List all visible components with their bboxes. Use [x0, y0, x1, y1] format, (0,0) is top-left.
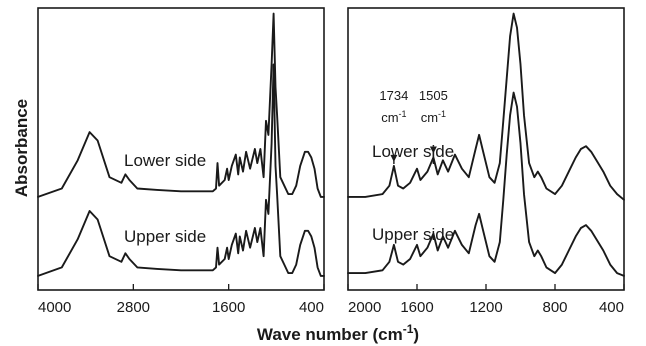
left-panel-frame [37, 7, 325, 291]
right-x-tick-label-400: 400 [599, 299, 624, 316]
annotation-1505-unit: cm-1 [421, 109, 446, 125]
x-axis-title-text: Wave number (cm [257, 325, 403, 344]
right-panel-ticks: 2000 1600 1200 800 400 [347, 284, 625, 316]
left-upper-side-trace [37, 63, 325, 277]
right-peak-annotations: 1734 cm-1 1505 cm-1 [379, 88, 448, 164]
annotation-1734-unit: cm-1 [381, 109, 406, 125]
right-upper-side-trace [347, 91, 625, 277]
left-x-tick-label-400: 400 [299, 299, 324, 316]
left-label-upper-side: Upper side [124, 227, 206, 246]
annotation-1734-arrow-head [390, 154, 398, 162]
x-axis-title-close: ) [413, 325, 419, 344]
left-panel: 4000 2800 1600 400 Lower side Upper side [37, 7, 325, 316]
right-panel: 2000 1600 1200 800 400 Lower side Upper side… [347, 7, 625, 316]
right-x-tick-label-2000: 2000 [348, 299, 381, 316]
left-x-tick-label-2800: 2800 [117, 299, 150, 316]
left-label-lower-side: Lower side [124, 151, 206, 170]
right-label-lower-side: Lower side [372, 142, 454, 161]
x-axis-title-sup: -1 [403, 322, 414, 336]
right-label-upper-side: Upper side [372, 225, 454, 244]
annotation-1734-value: 1734 [379, 88, 408, 103]
annotation-1505-value: 1505 [419, 88, 448, 103]
right-lower-side-trace [347, 12, 625, 201]
left-panel-ticks: 4000 2800 1600 400 [37, 284, 325, 316]
x-axis-title: Wave number (cm-1) [257, 322, 419, 344]
annotation-1505-arrow-head [429, 146, 437, 154]
right-x-tick-label-800: 800 [542, 299, 567, 316]
y-axis-title: Absorbance [12, 99, 31, 197]
left-x-tick-label-4000: 4000 [38, 299, 71, 316]
right-x-tick-label-1200: 1200 [469, 299, 502, 316]
right-x-tick-label-1600: 1600 [400, 299, 433, 316]
left-x-tick-label-1600: 1600 [212, 299, 245, 316]
left-lower-side-trace [37, 12, 325, 198]
